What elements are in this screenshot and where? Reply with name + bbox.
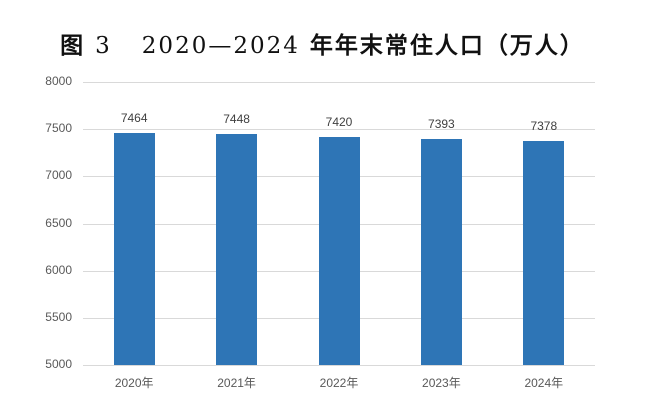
gridline	[83, 129, 595, 131]
data-label: 7393	[428, 117, 455, 132]
plot-area: 7464 7448 7420 7393 7378	[83, 82, 595, 366]
y-tick-label: 6000	[45, 262, 72, 277]
bar	[523, 140, 565, 365]
data-label: 7448	[223, 112, 250, 127]
y-tick-label: 7500	[45, 121, 72, 136]
chart-title: 图 3 2020—2024 年年末常住人口（万人）	[0, 26, 645, 60]
y-tick-label: 5500	[45, 309, 72, 324]
title-suffix: 年年末常住人口（万人）	[309, 33, 585, 59]
title-years: 2020—2024	[141, 33, 300, 59]
bar	[216, 134, 258, 365]
y-tick-label: 7000	[45, 168, 72, 183]
title-prefix: 图	[60, 33, 86, 59]
bar	[113, 132, 155, 365]
x-tick-label: 2021年	[217, 376, 256, 390]
x-tick-label: 2023年	[422, 376, 461, 390]
y-tick-label: 8000	[45, 74, 72, 88]
x-tick-label: 2020年	[114, 376, 154, 390]
x-tick-label: 2022年	[319, 376, 359, 390]
y-tick-label: 6500	[45, 215, 72, 230]
bar	[318, 136, 360, 365]
gridline	[83, 365, 595, 366]
data-label: 7420	[325, 114, 353, 129]
data-label: 7464	[120, 110, 148, 125]
y-tick-label: 5000	[45, 357, 72, 371]
gridline	[83, 82, 595, 83]
x-tick-label: 2024年	[524, 376, 564, 390]
bar	[420, 139, 462, 365]
title-figure-number: 3	[95, 33, 112, 59]
data-label: 7378	[530, 118, 558, 133]
